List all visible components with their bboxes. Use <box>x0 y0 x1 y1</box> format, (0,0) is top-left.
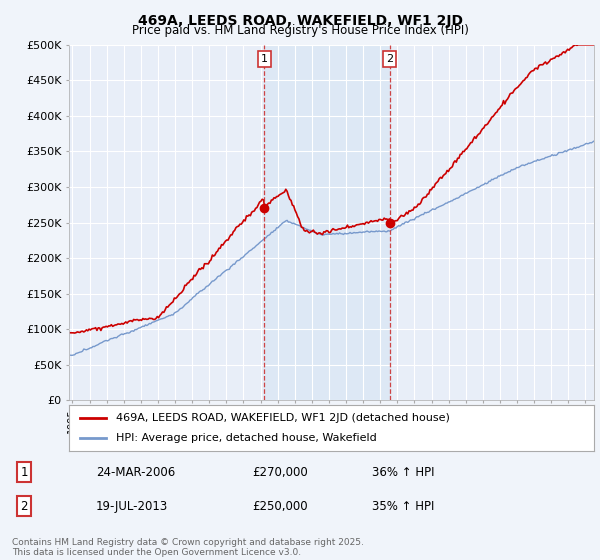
Text: 36% ↑ HPI: 36% ↑ HPI <box>372 466 434 479</box>
Text: Contains HM Land Registry data © Crown copyright and database right 2025.
This d: Contains HM Land Registry data © Crown c… <box>12 538 364 557</box>
Text: 1: 1 <box>261 54 268 64</box>
Text: Price paid vs. HM Land Registry's House Price Index (HPI): Price paid vs. HM Land Registry's House … <box>131 24 469 37</box>
Text: 469A, LEEDS ROAD, WAKEFIELD, WF1 2JD (detached house): 469A, LEEDS ROAD, WAKEFIELD, WF1 2JD (de… <box>116 413 450 423</box>
Text: 35% ↑ HPI: 35% ↑ HPI <box>372 500 434 512</box>
Text: 2: 2 <box>386 54 393 64</box>
Text: £270,000: £270,000 <box>252 466 308 479</box>
Text: 469A, LEEDS ROAD, WAKEFIELD, WF1 2JD: 469A, LEEDS ROAD, WAKEFIELD, WF1 2JD <box>137 14 463 28</box>
Text: HPI: Average price, detached house, Wakefield: HPI: Average price, detached house, Wake… <box>116 433 377 443</box>
Text: 1: 1 <box>20 466 28 479</box>
Bar <box>265 45 389 400</box>
Text: 19-JUL-2013: 19-JUL-2013 <box>96 500 168 512</box>
Text: 24-MAR-2006: 24-MAR-2006 <box>96 466 175 479</box>
Text: 2: 2 <box>20 500 28 512</box>
Text: £250,000: £250,000 <box>252 500 308 512</box>
